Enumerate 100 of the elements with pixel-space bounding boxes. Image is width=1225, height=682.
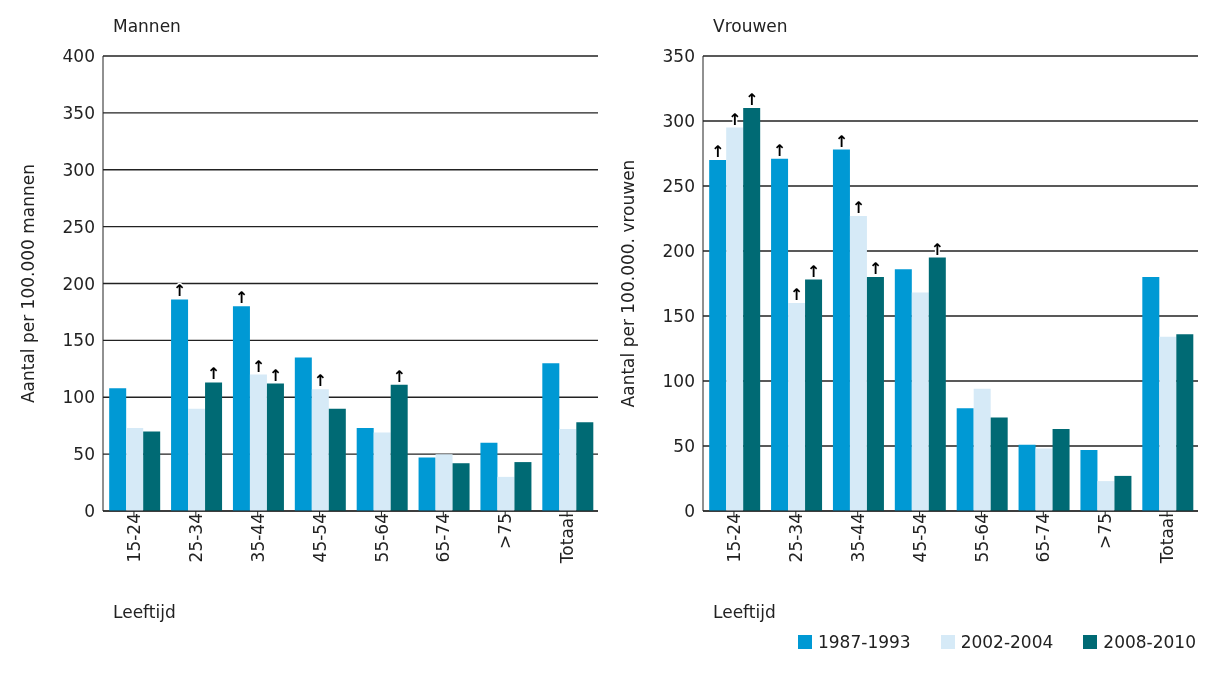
x-tick-label: 45-54	[309, 513, 330, 563]
y-axis-title: Aantal per 100.000. vrouwen	[618, 159, 639, 408]
data-label: ↑	[392, 366, 406, 386]
bar	[894, 269, 912, 511]
bar	[1114, 475, 1132, 511]
bar	[973, 388, 991, 511]
bar	[1080, 449, 1098, 511]
y-tick-label: 400	[62, 46, 95, 67]
bar	[1035, 448, 1053, 511]
data-label: ↑	[744, 90, 759, 109]
bar	[849, 215, 867, 511]
x-tick-label: 35-44	[847, 513, 868, 563]
y-tick-label: 200	[62, 273, 95, 294]
x-axis-title: Leeftijd	[112, 601, 177, 624]
x-tick-label: 65-74	[1033, 513, 1054, 563]
bar	[373, 432, 391, 511]
bar	[109, 388, 127, 511]
x-tick-label: Totaal	[1157, 513, 1178, 565]
y-tick-label: 250	[62, 216, 95, 237]
bar	[1159, 336, 1177, 511]
bar	[126, 427, 144, 511]
x-tick-label: 45-54	[909, 513, 930, 563]
bar	[328, 408, 346, 511]
bar	[356, 427, 374, 511]
x-axis-title: Leeftijd	[712, 601, 777, 624]
data-label: ↑	[834, 131, 849, 151]
data-label: ↑	[251, 356, 266, 376]
bar	[1018, 444, 1036, 511]
y-tick-label: 350	[62, 102, 95, 123]
bar	[771, 158, 789, 511]
bar	[294, 357, 312, 511]
bar	[1176, 334, 1194, 511]
y-tick-label: 250	[662, 176, 695, 197]
bar	[418, 457, 436, 511]
bar	[311, 389, 329, 511]
data-label: ↑	[206, 364, 221, 384]
bar	[709, 160, 727, 511]
y-tick-label: 0	[84, 501, 95, 522]
x-tick-label: 65-74	[433, 513, 454, 563]
x-tick-label: Totaal	[557, 513, 578, 565]
y-tick-label: 100	[62, 387, 95, 408]
data-label: ↑	[710, 142, 725, 161]
bar	[188, 408, 206, 511]
legend-label: 2002-2004	[959, 632, 1054, 652]
bar	[805, 279, 823, 511]
y-tick-label: 0	[684, 501, 695, 522]
data-label: ↑	[772, 140, 787, 160]
bar	[143, 431, 161, 511]
y-axis-title: Aantal per 100.000 mannen	[18, 163, 39, 404]
legend-label: 2008-2010	[1102, 632, 1196, 652]
y-tick-label: 150	[662, 306, 695, 327]
bar	[559, 429, 577, 511]
y-tick-label: 50	[73, 444, 95, 465]
bar	[726, 127, 744, 511]
bar	[788, 303, 806, 511]
bar	[911, 292, 929, 511]
bar	[497, 476, 515, 511]
x-tick-label: 25-34	[785, 513, 806, 563]
bar	[266, 383, 284, 511]
x-tick-label: 15-24	[124, 513, 145, 563]
bar	[171, 299, 189, 511]
bar	[928, 257, 946, 511]
data-label: ↑	[789, 285, 804, 304]
bar	[1097, 481, 1115, 511]
bar	[390, 384, 408, 511]
bar	[249, 374, 267, 511]
x-tick-label: 55-64	[971, 513, 992, 563]
bar	[205, 382, 223, 511]
bar	[743, 108, 761, 511]
bar	[435, 454, 453, 511]
x-tick-label: 15-24	[724, 513, 745, 563]
y-tick-label: 100	[662, 371, 695, 392]
bar	[1142, 277, 1160, 511]
data-label: ↑	[868, 259, 883, 278]
data-label: ↑	[268, 365, 283, 385]
data-label: ↑	[806, 261, 821, 281]
x-tick-label: 35-44	[247, 513, 268, 563]
y-tick-label: 150	[62, 330, 95, 351]
bar	[480, 442, 498, 511]
bar	[956, 408, 974, 511]
bar	[452, 463, 470, 511]
data-label: ↑	[313, 371, 328, 391]
bar	[832, 149, 850, 511]
bar	[1052, 429, 1070, 511]
x-tick-label: 55-64	[371, 513, 392, 563]
y-tick-label: 350	[662, 46, 695, 67]
data-label: ↑	[234, 288, 249, 308]
bar	[866, 277, 884, 511]
x-tick-label: 25-34	[185, 513, 206, 563]
x-tick-label: >75	[495, 513, 516, 549]
y-tick-label: 200	[662, 241, 695, 262]
bar	[542, 363, 560, 511]
legend-label: 1987-1993	[817, 632, 911, 652]
bar	[576, 422, 594, 511]
data-label: ↑	[851, 197, 866, 217]
y-tick-label: 50	[673, 436, 695, 457]
bar	[990, 417, 1008, 511]
chart-title: Vrouwen	[712, 15, 789, 36]
chart-title: Mannen	[112, 15, 182, 36]
x-tick-label: >75	[1095, 513, 1116, 549]
